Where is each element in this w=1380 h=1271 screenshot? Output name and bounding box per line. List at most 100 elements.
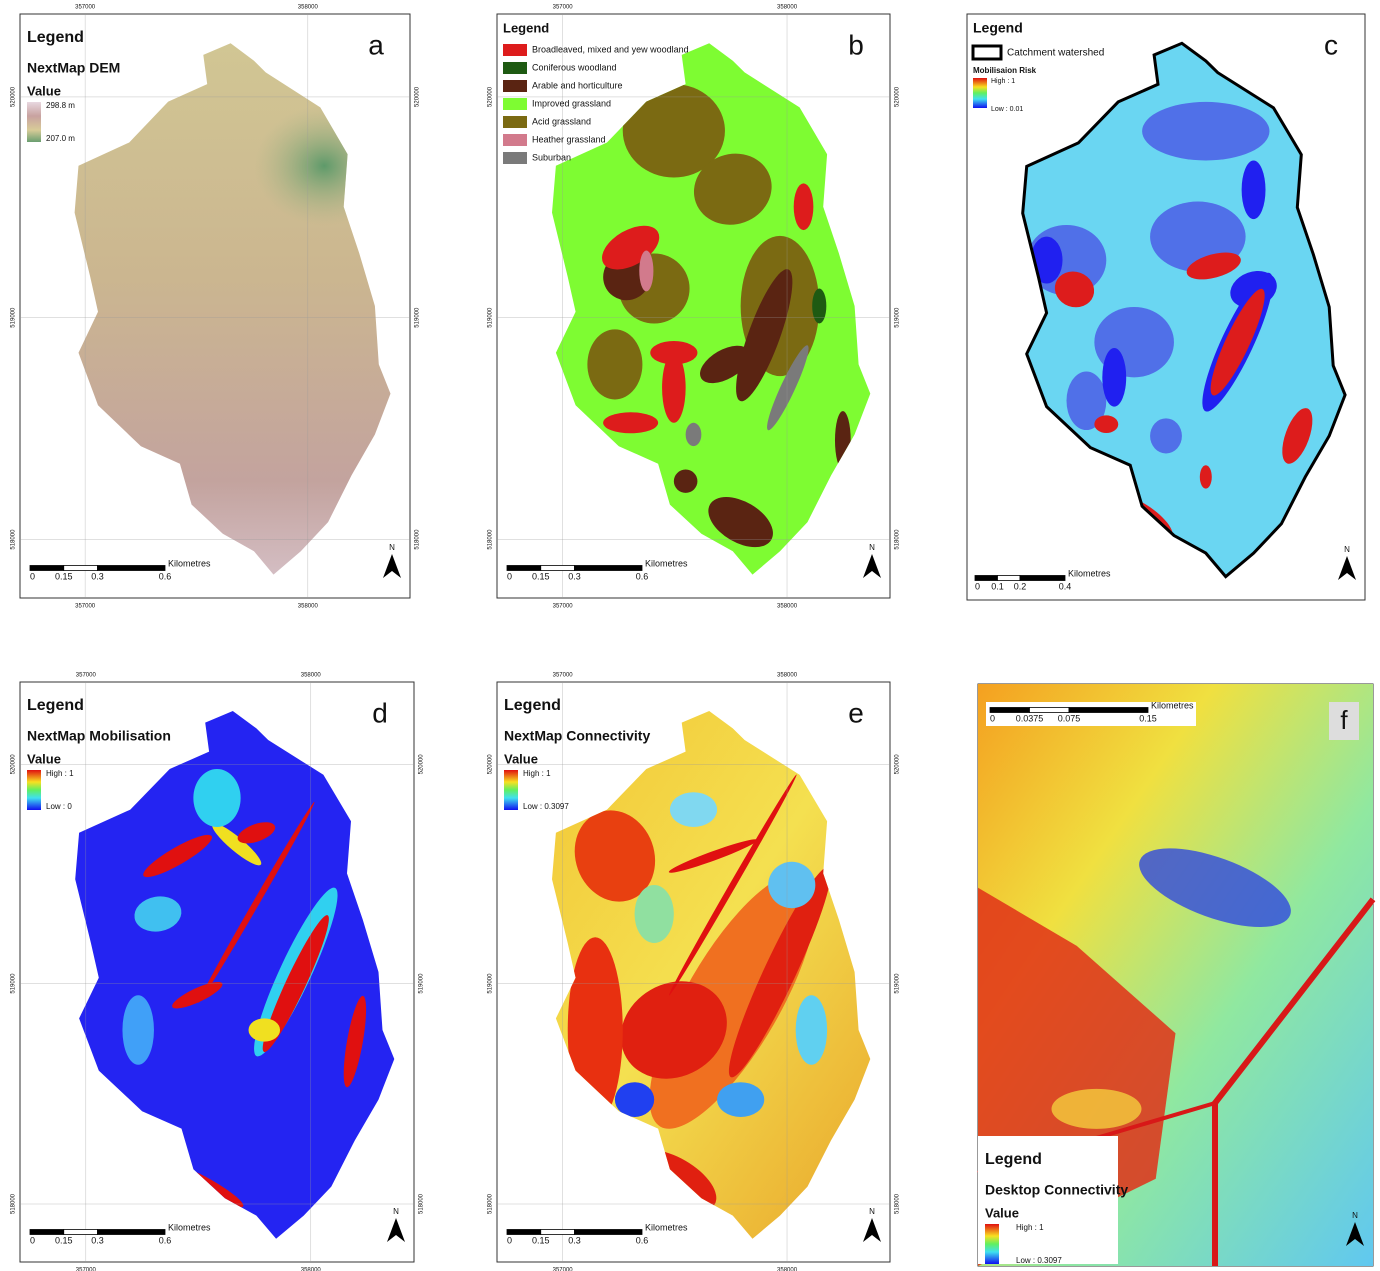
panel-letter: d [372, 697, 388, 728]
raster-patch [796, 995, 827, 1065]
coordinate-label: 518000 [419, 1193, 425, 1214]
scale-label: 0.2 [1014, 581, 1027, 591]
raster-patch [717, 1082, 764, 1117]
scale-label: 0.15 [55, 571, 73, 581]
scale-label: 0 [975, 581, 980, 591]
coordinate-label: 519000 [488, 307, 494, 328]
raster-patch [249, 1018, 281, 1041]
coordinate-label: 519000 [419, 973, 425, 994]
raster-patch [1102, 348, 1126, 407]
raster-patch [1142, 102, 1269, 161]
coordinate-label: 520000 [11, 754, 17, 775]
legend-swatch [503, 44, 527, 56]
coordinate-label: 518000 [11, 529, 17, 550]
scale-label: 0 [507, 1235, 512, 1245]
coordinate-label: 518000 [895, 1193, 901, 1214]
raster-patch [1242, 161, 1266, 220]
coordinate-label: 520000 [488, 86, 494, 107]
legend-swatch [503, 134, 527, 146]
coordinate-label: 358000 [301, 673, 322, 679]
coordinate-label: 358000 [298, 604, 319, 610]
scale-segment [541, 566, 575, 571]
scale-label: 0 [30, 1235, 35, 1245]
raster-patch [650, 341, 697, 364]
panel-letter: b [848, 29, 864, 60]
coordinate-label: 358000 [777, 673, 798, 679]
raster-patch [670, 792, 717, 827]
legend-heading: Legend [27, 29, 84, 46]
coordinate-label: 358000 [301, 1268, 322, 1271]
legend-field: Value [27, 83, 61, 98]
coordinate-label: 358000 [777, 604, 798, 610]
coordinate-label: 357000 [553, 604, 574, 610]
scale-label: 0.3 [568, 1235, 581, 1245]
panel-letter: c [1324, 29, 1338, 60]
legend-low: Low : 0.3097 [523, 802, 569, 811]
north-label: N [869, 543, 875, 552]
coordinate-label: 358000 [298, 5, 319, 11]
coordinate-label: 519000 [895, 973, 901, 994]
coordinate-label: 357000 [75, 604, 96, 610]
panel-letter: a [368, 29, 384, 60]
raster-zone [1052, 1089, 1142, 1129]
legend-heading: Legend [27, 697, 84, 714]
scale-unit: Kilometres [1068, 568, 1111, 578]
legend-ramp [985, 1224, 999, 1264]
north-label: N [389, 543, 395, 552]
scale-segment [1069, 708, 1148, 713]
scale-segment [541, 1230, 575, 1235]
figure: 357000 357000 358000 358000 520000 520000 5190… [0, 0, 1380, 1271]
legend-label: Broadleaved, mixed and yew woodland [532, 44, 689, 54]
legend-high: 298.8 m [46, 101, 75, 110]
raster-patch [639, 251, 653, 292]
legend-low: Low : 0.3097 [1016, 1256, 1062, 1265]
coordinate-label: 520000 [11, 86, 17, 107]
coordinate-label: 357000 [553, 5, 574, 11]
scale-segment [575, 566, 643, 571]
legend-swatch [503, 62, 527, 74]
scale-segment [975, 576, 998, 581]
raster-patch [635, 885, 674, 943]
legend-high: High : 1 [991, 78, 1015, 85]
scale-segment [30, 1230, 64, 1235]
scale-segment [998, 576, 1021, 581]
legend-label: Heather grassland [532, 134, 606, 144]
raster-patch [615, 1082, 654, 1117]
scale-label: 0.6 [159, 1235, 172, 1245]
legend-swatch [503, 152, 527, 164]
raster-patch [686, 423, 702, 446]
scale-label: 0.15 [55, 1235, 73, 1245]
scale-label: 0.6 [636, 571, 649, 581]
coordinate-label: 518000 [11, 1193, 17, 1214]
page: {"panels": [ {"letter": "a", "legend": {… [0, 0, 1380, 1271]
coordinate-label: 520000 [415, 86, 421, 107]
raster-patch [1200, 465, 1212, 488]
scale-label: 0.075 [1058, 713, 1081, 723]
scale-unit: Kilometres [1151, 700, 1194, 710]
scale-label: 0.0375 [1016, 713, 1044, 723]
legend-layer: NextMap Connectivity [504, 728, 650, 744]
scale-segment [98, 566, 166, 571]
coordinate-label: 358000 [777, 1268, 798, 1271]
legend-swatch [503, 80, 527, 92]
coordinate-label: 519000 [415, 307, 421, 328]
scale-label: 0.4 [1059, 581, 1072, 591]
scale-label: 0.6 [636, 1235, 649, 1245]
scale-segment [990, 708, 1030, 713]
scale-label: 0.15 [532, 571, 550, 581]
legend-high: High : 1 [46, 769, 74, 778]
scale-unit: Kilometres [645, 1222, 688, 1232]
scale-unit: Kilometres [645, 558, 688, 568]
raster-patch [603, 412, 658, 433]
raster-patch [1150, 418, 1182, 453]
raster-patch [122, 995, 154, 1065]
legend-swatch [503, 116, 527, 128]
scale-label: 0.1 [991, 581, 1004, 591]
legend-low: 207.0 m [46, 134, 75, 143]
raster-patch [587, 329, 642, 399]
scale-segment [98, 1230, 166, 1235]
legend-field: Value [27, 751, 61, 766]
